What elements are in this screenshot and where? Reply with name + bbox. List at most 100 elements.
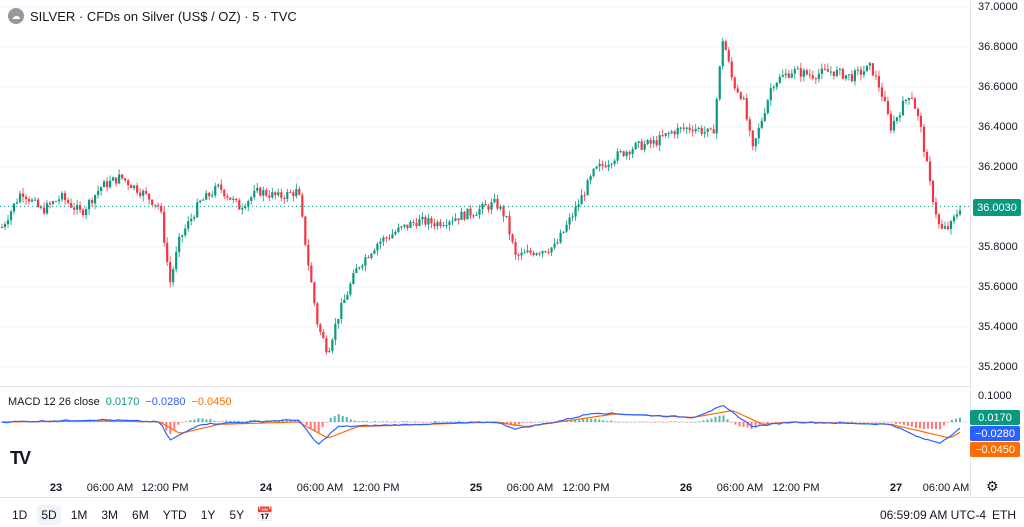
candle-body xyxy=(619,151,622,153)
candle-body xyxy=(289,191,292,193)
timeframe-button-5y[interactable]: 5Y xyxy=(229,508,245,522)
macd-histogram-bar xyxy=(181,422,184,423)
macd-histogram-bar xyxy=(546,421,549,423)
timeframe-button-3m[interactable]: 3M xyxy=(101,508,119,522)
candle-body xyxy=(409,221,412,228)
candle-body xyxy=(844,75,847,79)
calendar-range-icon[interactable]: 📅 xyxy=(256,506,274,522)
candle-body xyxy=(892,120,896,131)
symbol-title-bar[interactable]: ☁ SILVER · CFDs on Silver (US$ / OZ) · 5… xyxy=(8,8,297,24)
macd-legend[interactable]: MACD 12 26 close 0.0170 −0.0280 −0.0450 xyxy=(8,396,232,408)
candle-body xyxy=(397,227,400,233)
candle-body xyxy=(424,216,427,225)
candle-body xyxy=(805,70,808,75)
time-axis-label: 12:00 PM xyxy=(141,482,189,494)
macd-histogram-bar xyxy=(690,422,693,423)
candle-body xyxy=(394,232,397,235)
candle-body xyxy=(649,140,652,144)
candle-body xyxy=(69,203,73,208)
candle-body xyxy=(955,214,959,217)
macd-histogram-bar xyxy=(373,421,376,422)
candle-body xyxy=(553,243,556,248)
timeframe-button-1m[interactable]: 1M xyxy=(70,508,88,522)
macd-histogram-bar xyxy=(722,415,725,422)
candle-body xyxy=(244,206,247,209)
macd-histogram-bar xyxy=(742,422,745,427)
macd-histogram-bar xyxy=(698,421,701,422)
price-chart[interactable] xyxy=(0,0,970,385)
candle-body xyxy=(520,252,523,256)
candle-body xyxy=(643,144,646,150)
candle-body xyxy=(562,231,565,233)
macd-histogram-bar xyxy=(285,419,288,422)
candle-body xyxy=(775,82,778,88)
candle-body xyxy=(682,127,685,129)
timeframe-button-1y[interactable]: 1Y xyxy=(200,508,216,522)
candle-body xyxy=(862,71,865,75)
candle-body xyxy=(877,75,881,88)
candle-body xyxy=(166,242,169,263)
candle-body xyxy=(418,219,421,227)
candle-body xyxy=(601,163,604,166)
macd-histogram-bar xyxy=(530,422,533,424)
macd-chart[interactable] xyxy=(0,389,970,469)
candle-body xyxy=(343,299,346,304)
timeframe-button-all[interactable]: All xyxy=(258,508,272,522)
macd-line xyxy=(1,404,961,445)
candle-body xyxy=(331,339,334,352)
candle-body xyxy=(42,207,46,214)
candle-body xyxy=(673,131,676,135)
macd-histogram-bar xyxy=(666,422,669,423)
macd-histogram-bar xyxy=(574,419,577,422)
gear-icon[interactable]: ⚙ xyxy=(986,478,999,494)
candle-body xyxy=(784,73,787,76)
candle-body xyxy=(163,211,166,243)
candle-body xyxy=(15,202,19,204)
candle-body xyxy=(142,190,145,196)
macd-histogram-bar xyxy=(622,422,625,423)
session-label[interactable]: ETH xyxy=(992,508,1016,522)
macd-histogram-bar xyxy=(578,419,581,422)
candle-body xyxy=(583,195,586,197)
candle-body xyxy=(889,113,893,131)
candle-body xyxy=(54,201,58,203)
macd-histogram-bar xyxy=(734,422,737,425)
tradingview-logo[interactable]: TV xyxy=(10,448,31,468)
macd-histogram-bar xyxy=(229,420,232,422)
pane-divider[interactable] xyxy=(0,386,970,387)
candle-body xyxy=(148,193,151,200)
macd-histogram-bar xyxy=(850,421,853,423)
macd-histogram-bar xyxy=(365,420,368,422)
candle-body xyxy=(271,192,274,198)
toolbar-divider xyxy=(0,497,1024,498)
candle-body xyxy=(709,128,712,130)
candle-body xyxy=(718,66,721,100)
timeframe-button-1d[interactable]: 1D xyxy=(12,508,28,522)
timeframe-button-ytd[interactable]: YTD xyxy=(162,508,187,522)
macd-histogram-bar xyxy=(417,422,420,423)
candle-body xyxy=(781,75,784,77)
macd-histogram-bar xyxy=(81,421,84,423)
candle-body xyxy=(499,206,502,209)
candle-body xyxy=(72,207,76,210)
candle-body xyxy=(274,192,277,196)
candle-body xyxy=(559,232,562,243)
macd-histogram-bar xyxy=(309,422,312,429)
macd-histogram-bar xyxy=(385,421,388,422)
candle-body xyxy=(511,234,514,243)
candle-body xyxy=(421,216,424,220)
candle-body xyxy=(667,133,670,135)
macd-histogram-bar xyxy=(590,418,593,422)
timeframe-button-6m[interactable]: 6M xyxy=(132,508,149,522)
candle-body xyxy=(214,186,217,196)
candle-body xyxy=(592,168,595,177)
candle-body xyxy=(63,193,67,201)
macd-histogram-bar xyxy=(401,421,404,422)
candle-body xyxy=(502,206,505,217)
candle-body xyxy=(337,318,340,324)
timeframe-button-5d[interactable]: 5D xyxy=(37,505,61,525)
candle-body xyxy=(838,68,841,70)
clock-area[interactable]: 06:59:09 AM UTC-4 ETH xyxy=(880,508,1016,522)
candle-body xyxy=(772,87,775,89)
candle-body xyxy=(100,187,103,191)
